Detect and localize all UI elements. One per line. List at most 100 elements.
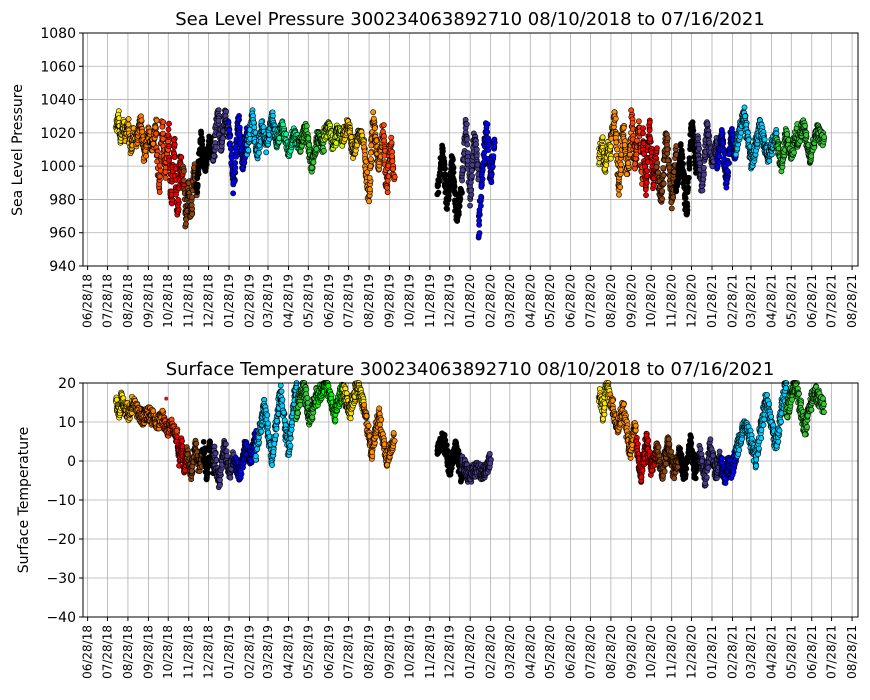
data-point (485, 147, 492, 153)
data-point (718, 127, 725, 133)
data-point (263, 149, 270, 156)
data-point (224, 453, 230, 459)
x-tick-label: 10/28/18 (161, 274, 175, 328)
data-point (368, 156, 374, 163)
y-tick-label: 940 (49, 259, 76, 275)
data-point (225, 119, 232, 126)
data-point (297, 401, 304, 408)
data-point (205, 470, 212, 477)
data-point (283, 131, 290, 138)
data-point (720, 140, 727, 147)
data-point (761, 136, 768, 143)
data-point (612, 115, 619, 122)
data-point (784, 131, 790, 138)
data-point (620, 124, 627, 131)
x-tick-label: 09/28/20 (624, 274, 638, 328)
data-point (287, 442, 294, 449)
data-point (279, 396, 286, 403)
data-point (659, 188, 666, 194)
data-point (791, 149, 798, 156)
x-tick-label: 02/28/19 (242, 274, 256, 328)
x-tick-label: 04/28/19 (281, 274, 295, 328)
data-point (125, 121, 132, 128)
data-point (217, 482, 223, 488)
data-point (223, 448, 230, 455)
data-point (646, 119, 653, 126)
x-tick-label: 12/28/18 (202, 274, 216, 328)
data-point (305, 135, 312, 142)
data-point (660, 172, 667, 179)
x-tick-label: 04/28/20 (523, 274, 537, 328)
y-tick-label: 980 (49, 192, 76, 208)
series-segment (296, 120, 327, 175)
data-point (265, 420, 271, 427)
data-point (684, 210, 691, 216)
data-point (479, 176, 486, 182)
data-point (380, 122, 387, 128)
data-point (490, 153, 497, 160)
data-point (180, 177, 187, 184)
data-point (212, 143, 219, 150)
data-point (370, 115, 377, 122)
x-tick-label: 03/28/21 (744, 274, 758, 328)
data-point (303, 123, 310, 129)
data-point (677, 141, 684, 147)
data-point (489, 163, 496, 170)
data-point (227, 133, 233, 140)
data-point (607, 155, 614, 162)
data-point (668, 199, 675, 206)
data-point (724, 168, 731, 174)
data-point (441, 158, 448, 165)
data-point (310, 159, 317, 166)
data-point (245, 147, 252, 153)
series-segment (653, 130, 680, 212)
data-point (281, 417, 288, 424)
data-point (390, 166, 396, 172)
data-point (741, 104, 748, 111)
data-point (152, 124, 159, 131)
data-point (477, 202, 484, 209)
x-tick-label: 01/28/21 (705, 274, 719, 328)
x-tick-label: 03/28/20 (503, 274, 517, 328)
x-tick-label: 06/28/19 (322, 274, 336, 328)
data-point (469, 173, 476, 179)
data-point (381, 137, 388, 144)
data-point (623, 171, 630, 178)
data-point (252, 453, 259, 459)
data-point (207, 439, 214, 446)
data-point (742, 113, 749, 120)
y-tick-label: 1060 (40, 59, 76, 75)
data-point (153, 117, 160, 124)
data-point (269, 462, 275, 468)
data-point (650, 181, 657, 188)
data-point (173, 427, 180, 434)
data-point (664, 135, 671, 142)
x-tick-label: 07/28/21 (825, 274, 839, 328)
data-point (200, 438, 207, 445)
data-point (488, 172, 495, 179)
data-point (491, 136, 498, 143)
data-point (599, 134, 606, 141)
data-point (189, 211, 196, 218)
data-point (738, 129, 745, 136)
data-point (450, 156, 456, 163)
data-point (660, 165, 667, 171)
data-point (449, 163, 456, 169)
x-tick-label: 05/28/19 (301, 274, 315, 328)
data-point (188, 202, 195, 208)
data-point (803, 132, 810, 138)
data-point (313, 146, 320, 152)
data-point (603, 162, 610, 169)
data-point (484, 129, 491, 135)
data-point (684, 200, 691, 207)
data-point (166, 157, 172, 164)
data-point (226, 127, 233, 133)
data-point (180, 168, 187, 175)
x-tick-label: 08/28/19 (362, 274, 376, 328)
x-tick-label: 11/28/20 (665, 274, 679, 328)
x-tick-label: 05/28/21 (784, 274, 798, 328)
data-point (165, 132, 171, 138)
data-point (171, 154, 178, 161)
